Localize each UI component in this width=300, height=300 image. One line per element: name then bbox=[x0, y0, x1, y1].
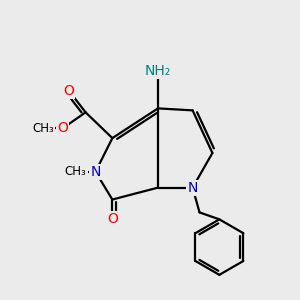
Text: O: O bbox=[63, 84, 74, 98]
Text: NH₂: NH₂ bbox=[145, 64, 171, 78]
Text: N: N bbox=[188, 181, 198, 195]
Text: N: N bbox=[90, 165, 101, 179]
Text: O: O bbox=[107, 212, 118, 226]
Text: O: O bbox=[57, 121, 68, 135]
Text: CH₃: CH₃ bbox=[32, 122, 54, 135]
Text: CH₃: CH₃ bbox=[65, 165, 87, 178]
